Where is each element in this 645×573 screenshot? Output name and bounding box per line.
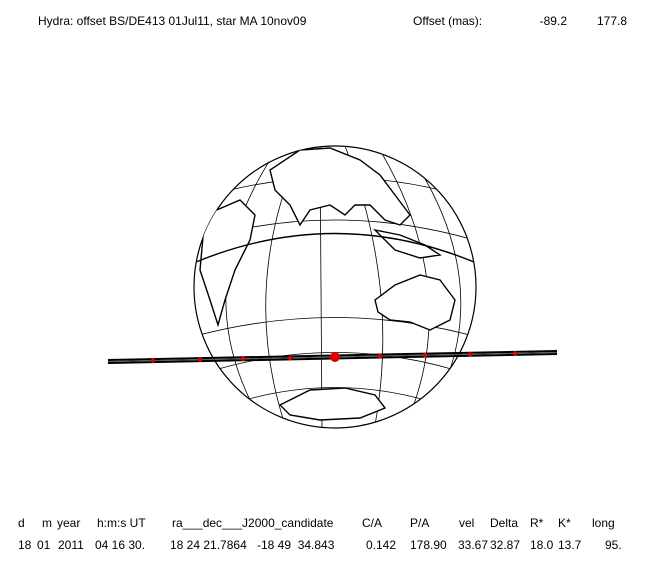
event-table: d m year h:m:s UT ra___dec___J2000_candidate…: [18, 516, 622, 552]
equator: [195, 232, 475, 263]
graticule: [195, 146, 475, 428]
column-header: K*: [558, 516, 571, 530]
column-header: P/A: [410, 516, 429, 530]
offset-ra: -89.2: [540, 14, 568, 28]
table-cell: 18 24 21.7864: [170, 538, 247, 552]
column-header: long: [592, 516, 615, 530]
column-header: C/A: [362, 516, 382, 530]
time-mark: [422, 353, 428, 358]
closest-approach: [330, 352, 340, 362]
column-header: h:m:s UT: [97, 516, 146, 530]
table-cell: 04 16 30.: [95, 538, 145, 552]
time-mark: [377, 353, 383, 359]
table-cell: 95.: [605, 538, 622, 552]
time-mark: [467, 352, 473, 357]
time-mark: [240, 356, 246, 361]
indonesia: [372, 228, 442, 259]
table-cell: 01: [37, 538, 51, 552]
offset-dec: 177.8: [597, 14, 627, 28]
table-cell: 18: [18, 538, 32, 552]
table-cell: 2011: [58, 538, 84, 552]
table-cell: 18.0: [530, 538, 554, 552]
antarctica: [278, 387, 387, 421]
table-cell: 13.7: [558, 538, 582, 552]
table-cell: -18 49 34.843: [257, 538, 335, 552]
time-marks: [150, 351, 518, 363]
table-cell: 178.90: [410, 538, 447, 552]
offset-label: Offset (mas):: [413, 14, 482, 28]
table-cell: 33.67: [458, 538, 488, 552]
column-header: Delta: [490, 516, 518, 530]
column-header: R*: [530, 516, 544, 530]
australia: [374, 274, 456, 331]
time-mark: [287, 355, 293, 361]
table-cell: 0.142: [366, 538, 396, 552]
column-header: d: [18, 516, 25, 530]
time-mark: [150, 358, 156, 363]
africa: [199, 199, 256, 328]
asia: [269, 147, 411, 227]
column-header: ra___dec___J2000_candidate: [172, 516, 334, 530]
column-header: year: [57, 516, 80, 530]
table-cell: 32.87: [490, 538, 520, 552]
globe: [193, 145, 477, 429]
title: Hydra: offset BS/DE413 01Jul11, star MA …: [38, 14, 307, 28]
time-mark: [197, 357, 203, 362]
time-mark: [512, 351, 518, 356]
column-header: vel: [459, 516, 474, 530]
parallel: [244, 387, 426, 401]
shadow-track: [107, 350, 558, 364]
column-header: m: [42, 516, 52, 530]
